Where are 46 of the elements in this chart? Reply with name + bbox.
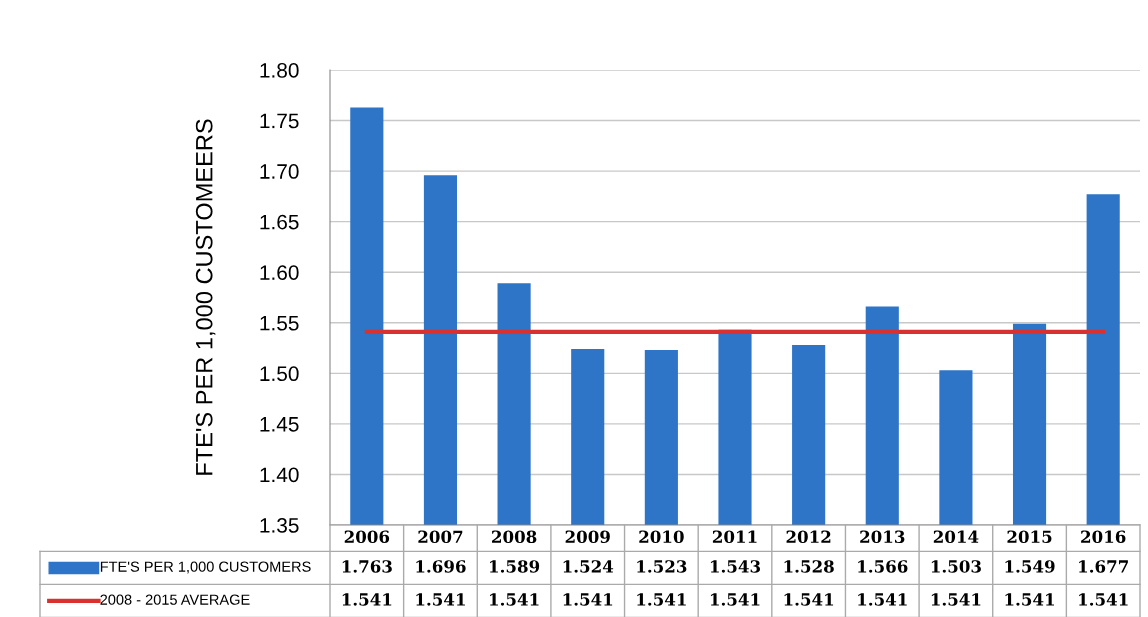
data-label: 1.541 xyxy=(563,593,613,606)
x-tick-label: 2015 xyxy=(1007,530,1052,544)
x-tick-label: 2008 xyxy=(492,530,537,544)
data-label: 1.677 xyxy=(1079,560,1128,573)
text: 1.55 xyxy=(260,315,299,331)
legend-label: FTE'S PER 1,000 CUSTOMERS xyxy=(100,561,311,574)
x-tick-label: 2009 xyxy=(565,530,610,544)
data-label: 1.541 xyxy=(858,593,907,606)
data-label: 1.589 xyxy=(490,560,540,573)
data-label: 1.541 xyxy=(1079,593,1128,606)
text: 1.75 xyxy=(260,113,299,129)
data-label: 1.566 xyxy=(858,560,908,573)
data-label: 1.541 xyxy=(931,593,981,606)
x-tick-label: 2006 xyxy=(344,530,390,544)
y-axis-title: FTE'S PER 1,000 CUSTOMEERS xyxy=(195,119,216,475)
data-label: 1.503 xyxy=(931,560,981,573)
x-tick-label: 2011 xyxy=(712,530,757,544)
data-label: 1.763 xyxy=(342,560,392,573)
text: 1.35 xyxy=(260,518,299,533)
data-label: 1.696 xyxy=(416,560,466,573)
data-label: 1.523 xyxy=(637,560,687,573)
data-label: 1.541 xyxy=(1005,593,1054,606)
x-tick-label: 2007 xyxy=(418,530,463,544)
data-label: 1.541 xyxy=(342,593,392,606)
data-label: 1.543 xyxy=(710,560,761,573)
x-tick-label: 2012 xyxy=(786,530,831,544)
data-label: 1.541 xyxy=(490,593,539,606)
text: 1.80 xyxy=(260,63,299,78)
text: 1.70 xyxy=(260,164,299,179)
data-label: 1.541 xyxy=(637,593,686,606)
text: 1.40 xyxy=(260,467,299,483)
text: 1.45 xyxy=(260,417,299,432)
x-tick-label: 2016 xyxy=(1081,530,1126,544)
x-tick-label: 2013 xyxy=(860,530,905,544)
legend-label: 2008 - 2015 AVERAGE xyxy=(100,594,250,605)
data-label: 1.541 xyxy=(710,593,760,606)
x-tick-label: 2010 xyxy=(639,530,684,544)
data-label: 1.549 xyxy=(1005,560,1055,573)
text: 1.65 xyxy=(260,214,299,230)
data-label: 1.541 xyxy=(416,593,465,606)
data-label: 1.524 xyxy=(563,560,614,573)
x-tick-label: 2014 xyxy=(933,530,979,544)
data-label: 1.541 xyxy=(784,593,834,606)
data-label: 1.528 xyxy=(784,560,834,573)
text: 1.50 xyxy=(260,366,299,382)
text: 1.60 xyxy=(260,265,299,280)
